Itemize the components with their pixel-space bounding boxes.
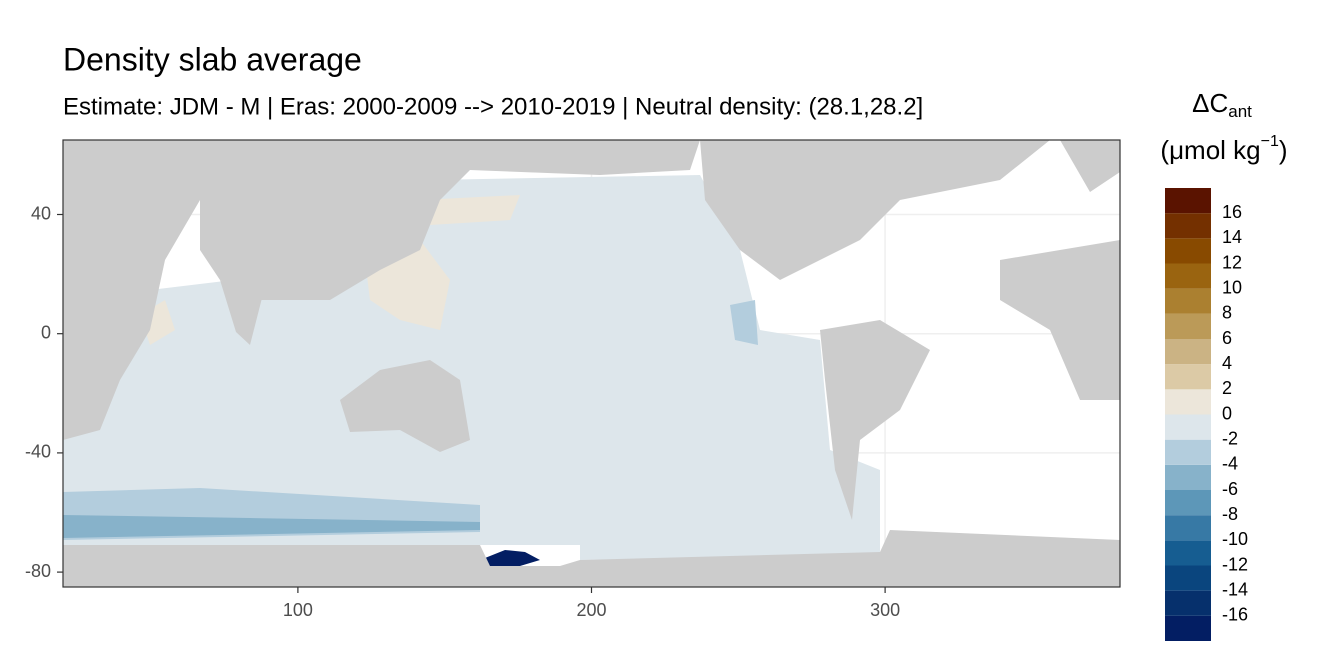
colorbar-label: -14 (1222, 579, 1248, 599)
colorbar-label: 0 (1222, 403, 1232, 423)
land-south-america (820, 320, 930, 520)
colorbar-bin (1165, 188, 1211, 214)
colorbar-label: -8 (1222, 504, 1238, 524)
colorbar-bin (1165, 238, 1211, 264)
legend-unit: (μmol kg−1) (1160, 133, 1287, 165)
legend-title: ΔCant (1192, 88, 1252, 122)
colorbar-bin (1165, 590, 1211, 616)
colorbar-bin (1165, 339, 1211, 365)
ocean-field (63, 175, 880, 566)
y-tick-label: 40 (31, 203, 51, 223)
colorbar-bin (1165, 288, 1211, 314)
colorbar-bin (1165, 263, 1211, 289)
chart-title: Density slab average (63, 41, 362, 77)
ocean-cells (485, 550, 540, 566)
colorbar-label: -16 (1222, 605, 1248, 625)
colorbar-bin (1165, 490, 1211, 516)
colorbar-bin (1165, 439, 1211, 465)
ocean-cells (730, 300, 758, 345)
land-africa-west (63, 140, 200, 440)
land-north-america (700, 140, 1050, 280)
colorbar-bin (1165, 464, 1211, 490)
colorbar-bin (1165, 364, 1211, 390)
colorbar-bin (1165, 515, 1211, 541)
land-india (220, 280, 262, 345)
colorbar-bin (1165, 565, 1211, 591)
legend-unit-main: (μmol kg (1160, 135, 1260, 165)
colorbar-label: 6 (1222, 328, 1232, 348)
land-australia (340, 360, 470, 452)
colorbar-label: -6 (1222, 479, 1238, 499)
land-africa-east (1000, 240, 1120, 400)
colorbar-label: -10 (1222, 529, 1248, 549)
legend-unit-sup: −1 (1261, 133, 1279, 150)
ocean-cells (63, 515, 480, 538)
chart-subtitle: Estimate: JDM - M | Eras: 2000-2009 --> … (63, 93, 923, 120)
x-tick-label: 200 (576, 600, 606, 620)
land-antarctica (63, 530, 1120, 587)
colorbar-label: -4 (1222, 454, 1238, 474)
colorbar-label: 4 (1222, 353, 1232, 373)
x-tick-label: 100 (283, 600, 313, 620)
colorbar-bin (1165, 414, 1211, 440)
x-tick-label: 300 (870, 600, 900, 620)
colorbar-label: 12 (1222, 252, 1242, 272)
colorbar-label: -2 (1222, 428, 1238, 448)
land-eurasia (200, 140, 700, 300)
y-tick-label: -40 (25, 442, 51, 462)
y-tick-label: -80 (25, 561, 51, 581)
legend-title-sub: ant (1228, 102, 1252, 121)
land (63, 140, 1120, 587)
colorbar-bin (1165, 389, 1211, 415)
land-greenland (1060, 140, 1120, 192)
colorbar-bin (1165, 213, 1211, 239)
colorbar-label: 8 (1222, 303, 1232, 323)
legend-title-main: ΔC (1192, 88, 1228, 118)
colorbar-bin (1165, 540, 1211, 566)
colorbar-label: -12 (1222, 554, 1248, 574)
map-panel (63, 140, 1120, 587)
colorbar-label: 16 (1222, 202, 1242, 222)
legend-unit-end: ) (1279, 135, 1288, 165)
colorbar-label: 10 (1222, 277, 1242, 297)
colorbar-bin (1165, 313, 1211, 339)
y-tick-label: 0 (41, 322, 51, 342)
ocean-cells (63, 175, 880, 545)
colorbar-bin (1165, 615, 1211, 641)
ocean-cells (420, 195, 520, 225)
colorbar-label: 14 (1222, 227, 1242, 247)
colorbar-label: 2 (1222, 378, 1232, 398)
